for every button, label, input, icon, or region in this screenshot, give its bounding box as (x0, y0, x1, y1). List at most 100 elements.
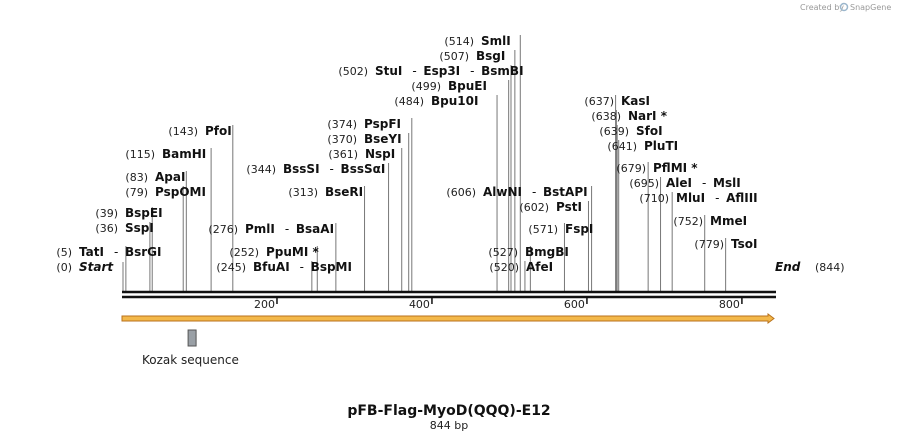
enzyme-name: AleI (666, 176, 692, 190)
enzyme-name: PspOMI (155, 185, 206, 199)
site-position: (374) (327, 118, 357, 131)
name-separator: - (470, 64, 474, 78)
site-label-alei[interactable]: (695) AleI - MslI (629, 176, 740, 190)
site-label-nspi[interactable]: (361) NspI (328, 147, 395, 161)
site-position: (370) (327, 133, 357, 146)
site-position: (571) (528, 223, 558, 236)
site-position: (639) (599, 125, 629, 138)
site-label-tati[interactable]: (5) TatI - BsrGI (56, 245, 161, 259)
site-label-bmgbi[interactable]: (527) BmgBI (488, 245, 568, 259)
site-label-mmei[interactable]: (752) MmeI (673, 214, 747, 228)
site-label-stui[interactable]: (502) StuI - Esp3I - BsmBI (338, 64, 523, 78)
site-label-afei[interactable]: (520) AfeI (489, 260, 553, 274)
enzyme-name: BsrGI (125, 245, 162, 259)
enzyme-name: BpuEI (448, 79, 487, 93)
site-labels: (5) TatI - BsrGI (36) SspI(39) BspEI (79) PspOMI… (56, 34, 844, 274)
name-separator: - (330, 162, 334, 176)
site-label-pluti[interactable]: (641) PluTI (607, 139, 678, 153)
site-label-bpuei[interactable]: (499) BpuEI (411, 79, 487, 93)
site-label-bsgi[interactable]: (507) BsgI (439, 49, 505, 63)
enzyme-name: KasI (621, 94, 650, 108)
end-name: End (775, 260, 801, 274)
site-label-end: End (844) (775, 260, 845, 274)
enzyme-name: BmgBI (525, 245, 569, 259)
enzyme-name: MslI (713, 176, 741, 190)
kozak-feature-box[interactable] (187, 329, 197, 347)
site-label-bsssi[interactable]: (344) BssSI - BssSαI (246, 162, 385, 176)
site-label-bseri[interactable]: (313) BseRI (288, 185, 363, 199)
site-label-psti[interactable]: (602) PstI (519, 200, 582, 214)
ruler-tick-label: 400 (409, 298, 430, 311)
orf-feature-arrow[interactable] (121, 313, 775, 324)
enzyme-name: BseYI (364, 132, 402, 146)
name-separator: - (285, 222, 289, 236)
site-position: (313) (288, 186, 318, 199)
enzyme-name: AfeI (526, 260, 553, 274)
site-position: (637) (584, 95, 614, 108)
enzyme-name: BamHI (162, 147, 206, 161)
site-position: (679) (616, 162, 646, 175)
enzyme-name: SfoI (636, 124, 663, 138)
ruler: 200 400 600 800 (254, 297, 743, 311)
leader-lines (122, 35, 727, 292)
site-label-bspei[interactable]: (39) BspEI (95, 206, 162, 220)
site-position: (36) (95, 222, 118, 235)
enzyme-name: BsmBI (481, 64, 523, 78)
enzyme-name: Start (79, 260, 114, 274)
enzyme-name: AlwNI (483, 185, 522, 199)
enzyme-name: PstI (556, 200, 582, 214)
site-label-fspi[interactable]: (571) FspI (528, 222, 593, 236)
site-label-start[interactable]: (0) Start (56, 260, 114, 274)
enzyme-name: ApaI (155, 170, 185, 184)
enzyme-name: TatI (79, 245, 104, 259)
credit-brand: SnapGene (850, 3, 891, 12)
site-label-ppumi[interactable]: (252) PpuMI * (229, 245, 319, 259)
site-position: (606) (446, 186, 476, 199)
ruler-tick-label: 600 (564, 298, 585, 311)
enzyme-name: BfuAI (253, 260, 290, 274)
site-position: (83) (125, 171, 148, 184)
site-label-mlui[interactable]: (710) MluI - AflIII (639, 191, 757, 205)
name-separator: - (300, 260, 304, 274)
site-position: (0) (56, 261, 72, 274)
site-label-kasi[interactable]: (637) KasI (584, 94, 650, 108)
site-position: (5) (56, 246, 72, 259)
enzyme-name: PflMI * (653, 161, 698, 175)
enzyme-name: SmlI (481, 34, 511, 48)
enzyme-name: BsaAI (296, 222, 334, 236)
enzyme-name: NspI (365, 147, 395, 161)
site-label-pmli[interactable]: (276) PmlI - BsaAI (208, 222, 334, 236)
enzyme-name: BstAPI (543, 185, 588, 199)
site-label-smli[interactable]: (514) SmlI (444, 34, 510, 48)
name-separator: - (702, 176, 706, 190)
enzyme-name: MmeI (710, 214, 747, 228)
site-label-sspi[interactable]: (36) SspI (95, 221, 153, 235)
sequence-title: pFB-Flag-MyoD(QQQ)-E12 (347, 403, 550, 419)
sequence-backbone (122, 290, 776, 299)
site-position: (507) (439, 50, 469, 63)
site-label-sfoi[interactable]: (639) SfoI (599, 124, 662, 138)
site-label-alwni[interactable]: (606) AlwNI - BstAPI (446, 185, 587, 199)
site-label-bseyi[interactable]: (370) BseYI (327, 132, 401, 146)
site-label-pspomi[interactable]: (79) PspOMI (125, 185, 206, 199)
site-label-bfuai[interactable]: (245) BfuAI - BspMI (216, 260, 352, 274)
site-label-pspfi[interactable]: (374) PspFI (327, 117, 401, 131)
enzyme-name: BssSI (283, 162, 320, 176)
site-label-nari[interactable]: (638) NarI * (591, 109, 667, 123)
name-separator: - (532, 185, 536, 199)
site-label-pflmi[interactable]: (679) PflMI * (616, 161, 698, 175)
site-label-pfoi[interactable]: (143) PfoI (168, 124, 231, 138)
site-position: (79) (125, 186, 148, 199)
enzyme-name: BseRI (325, 185, 363, 199)
site-label-bpu10i[interactable]: (484) Bpu10I (394, 94, 478, 108)
snapgene-logo-icon (839, 2, 849, 12)
kozak-feature-label: Kozak sequence (142, 353, 239, 367)
site-label-tsoi[interactable]: (779) TsoI (694, 237, 757, 251)
site-label-apai[interactable]: (83) ApaI (125, 170, 185, 184)
enzyme-name: PpuMI * (266, 245, 320, 259)
site-label-bamhi[interactable]: (115) BamHI (125, 147, 206, 161)
site-position: (710) (639, 192, 669, 205)
enzyme-name: AflIII (726, 191, 758, 205)
enzyme-name: FspI (565, 222, 593, 236)
enzyme-name: BssSαI (341, 162, 386, 176)
